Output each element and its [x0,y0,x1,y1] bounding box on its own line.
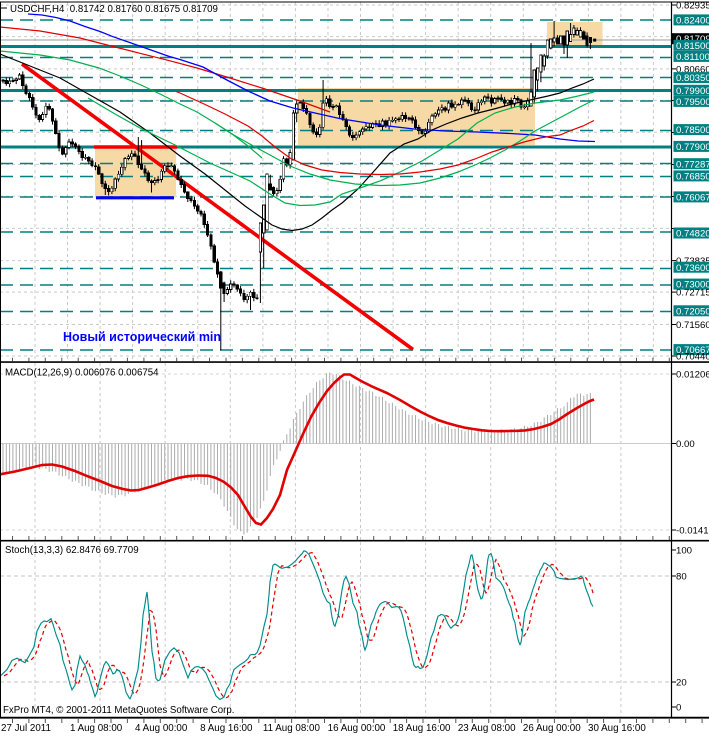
svg-text:-0.01417: -0.01417 [676,525,709,536]
svg-text:0.77287: 0.77287 [676,159,709,170]
svg-text:0.74820: 0.74820 [676,229,709,240]
svg-text:0.76067: 0.76067 [676,193,709,204]
svg-text:0.01206: 0.01206 [676,369,709,380]
svg-text:0.70440: 0.70440 [676,351,709,362]
svg-text:0.81500: 0.81500 [676,41,709,52]
svg-text:0.00: 0.00 [676,439,695,450]
svg-text:MACD(12,26,9) 0.006076 0.00675: MACD(12,26,9) 0.006076 0.006754 [5,368,159,379]
svg-text:80: 80 [676,571,687,582]
svg-text:16 Aug 00:00: 16 Aug 00:00 [328,723,386,734]
svg-text:1 Aug 08:00: 1 Aug 08:00 [70,723,123,734]
svg-text:27 Jul 2011: 27 Jul 2011 [1,723,51,734]
svg-text:0.81100: 0.81100 [676,52,709,63]
svg-text:0.80350: 0.80350 [676,73,709,84]
svg-text:0.72050: 0.72050 [676,306,709,317]
svg-text:100: 100 [676,545,692,556]
svg-text:0.82935: 0.82935 [676,0,709,11]
svg-text:26 Aug 00:00: 26 Aug 00:00 [523,723,581,734]
svg-text:30 Aug 16:00: 30 Aug 16:00 [588,723,646,734]
svg-text:0.82400: 0.82400 [676,16,709,27]
svg-text:0.71560: 0.71560 [676,320,709,331]
svg-text:0: 0 [676,702,681,713]
svg-text:20: 20 [676,677,687,688]
svg-text:0.78500: 0.78500 [676,125,709,136]
svg-text:0.79900: 0.79900 [676,86,709,97]
svg-text:8 Aug 16:00: 8 Aug 16:00 [200,723,253,734]
svg-text:Новый исторический min: Новый исторический min [63,330,221,344]
svg-text:23 Aug 08:00: 23 Aug 08:00 [458,723,516,734]
svg-text:FxPro MT4, © 2001-2011 MetaQuo: FxPro MT4, © 2001-2011 MetaQuotes Softwa… [3,705,235,716]
svg-text:USDCHF,H4 0.81742 0.81760 0.8: USDCHF,H4 0.81742 0.81760 0.81675 0.8170… [10,4,218,15]
svg-text:0.72715: 0.72715 [676,288,709,299]
svg-text:4 Aug 00:00: 4 Aug 00:00 [135,723,188,734]
svg-text:0.77900: 0.77900 [676,142,709,153]
svg-text:11 Aug 08:00: 11 Aug 08:00 [263,723,321,734]
svg-text:0.79500: 0.79500 [676,97,709,108]
svg-text:Stoch(13,3,3) 62.8476 69.7709: Stoch(13,3,3) 62.8476 69.7709 [5,545,139,556]
svg-text:0.76850: 0.76850 [676,172,709,183]
svg-text:0.73600: 0.73600 [676,263,709,274]
svg-text:18 Aug 16:00: 18 Aug 16:00 [393,723,451,734]
